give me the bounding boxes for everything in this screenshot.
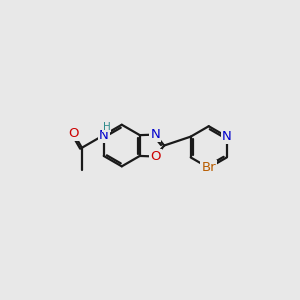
Text: N: N [222,130,232,143]
Text: O: O [150,150,160,163]
Text: O: O [68,127,79,140]
Text: H: H [103,122,111,132]
Text: Br: Br [201,161,216,174]
Text: N: N [99,129,109,142]
Text: N: N [150,128,160,141]
